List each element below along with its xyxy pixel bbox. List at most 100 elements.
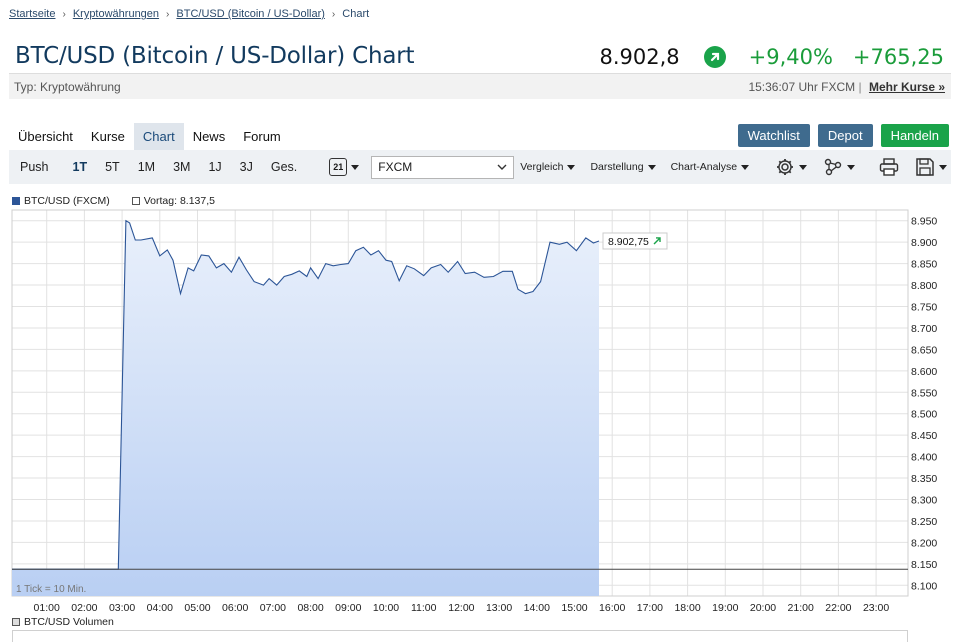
breadcrumb-link-btcusd[interactable]: BTC/USD (Bitcoin / US-Dollar) <box>176 8 325 20</box>
tab-uebersicht[interactable]: Übersicht <box>18 129 73 144</box>
y-tick-label: 8.800 <box>911 280 937 292</box>
save-icon[interactable] <box>915 157 948 177</box>
y-tick-label: 8.950 <box>911 216 937 228</box>
exchange-select-value: FXCM <box>378 160 413 174</box>
more-quotes-link[interactable]: Mehr Kurse » <box>868 79 945 94</box>
x-tick-label: 09:00 <box>335 602 361 612</box>
page-title: BTC/USD (Bitcoin / US-Dollar) Chart <box>15 43 415 69</box>
instrument-info-bar: Typ: Kryptowährung 15:36:07 Uhr FXCM | M… <box>9 73 951 99</box>
x-tick-label: 02:00 <box>71 602 97 612</box>
calendar-icon[interactable]: 21 <box>329 158 348 176</box>
quote-summary: 8.902,8 +9,40% +765,25 <box>599 45 944 69</box>
range-5t[interactable]: 5T <box>105 160 120 174</box>
chevron-down-icon <box>847 164 856 170</box>
breadcrumb-link-crypto[interactable]: Kryptowährungen <box>72 8 160 20</box>
quote-timestamp: 15:36:07 Uhr FXCM <box>748 79 856 94</box>
series-swatch <box>12 197 20 205</box>
chevron-down-icon[interactable] <box>351 164 360 170</box>
chevron-down-icon <box>497 164 507 170</box>
x-tick-label: 08:00 <box>297 602 323 612</box>
range-3m[interactable]: 3M <box>173 160 191 174</box>
x-tick-label: 22:00 <box>825 602 851 612</box>
change-absolute: +765,25 <box>852 45 944 69</box>
vergleich-dropdown[interactable]: Vergleich <box>520 161 576 173</box>
x-tick-label: 03:00 <box>109 602 135 612</box>
y-tick-label: 8.100 <box>911 580 937 592</box>
last-price: 8.902,8 <box>599 45 680 69</box>
print-icon[interactable] <box>879 158 899 176</box>
y-tick-label: 8.350 <box>911 473 937 485</box>
chart-toolbar: Push 1T 5T 1M 3M 1J 3J Ges. 21 FXCM Verg… <box>9 150 951 184</box>
darstellung-dropdown[interactable]: Darstellung <box>590 161 656 173</box>
x-tick-label: 06:00 <box>222 602 248 612</box>
x-tick-label: 13:00 <box>486 602 512 612</box>
range-1m[interactable]: 1M <box>137 160 156 174</box>
y-tick-label: 8.700 <box>911 323 937 335</box>
chevron-down-icon <box>939 164 948 170</box>
x-tick-label: 10:00 <box>373 602 399 612</box>
x-tick-label: 11:00 <box>411 602 437 612</box>
change-percent: +9,40% <box>748 45 833 69</box>
range-1t[interactable]: 1T <box>72 160 88 174</box>
tab-chart[interactable]: Chart <box>133 123 184 150</box>
y-tick-label: 8.750 <box>911 302 937 314</box>
x-tick-label: 18:00 <box>674 602 700 612</box>
chart-analyse-dropdown[interactable]: Chart-Analyse <box>671 161 750 173</box>
y-tick-label: 8.900 <box>911 237 937 249</box>
x-tick-label: 21:00 <box>788 602 814 612</box>
trend-up-icon <box>703 46 726 68</box>
watchlist-button[interactable]: Watchlist <box>737 124 810 147</box>
series-line <box>11 219 600 570</box>
y-tick-label: 8.500 <box>911 409 937 421</box>
y-tick-label: 8.550 <box>911 387 937 399</box>
tab-forum[interactable]: Forum <box>243 129 281 144</box>
vergleich-label: Vergleich <box>520 161 564 173</box>
x-tick-label: 20:00 <box>750 602 776 612</box>
y-tick-label: 8.300 <box>911 495 937 507</box>
range-3j[interactable]: 3J <box>239 160 253 174</box>
x-tick-label: 05:00 <box>184 602 210 612</box>
x-tick-label: 12:00 <box>448 602 474 612</box>
legend-previous[interactable]: Vortag: 8.137,5 <box>131 195 215 207</box>
volume-swatch <box>12 618 20 626</box>
previous-swatch <box>131 197 140 205</box>
x-tick-label: 19:00 <box>712 602 738 612</box>
tab-kurse[interactable]: Kurse <box>90 129 125 144</box>
y-tick-label: 8.450 <box>911 430 937 442</box>
trend-up-icon <box>653 237 661 245</box>
chevron-down-icon <box>567 164 576 170</box>
breadcrumb: Startseite › Kryptowährungen › BTC/USD (… <box>9 8 369 20</box>
y-tick-label: 8.150 <box>911 559 937 571</box>
x-tick-label: 16:00 <box>599 602 625 612</box>
chart-analyse-label: Chart-Analyse <box>670 161 738 173</box>
network-icon[interactable] <box>823 157 856 177</box>
exchange-select[interactable]: FXCM <box>371 155 515 179</box>
separator: | <box>858 79 862 94</box>
range-push[interactable]: Push <box>20 160 49 174</box>
legend-series[interactable]: BTC/USD (FXCM) <box>24 195 110 207</box>
price-chart[interactable]: 8.950 8.900 8.850 8.800 8.750 8.700 8.650 8.600… <box>0 200 960 612</box>
y-tick-label: 8.600 <box>911 366 937 378</box>
depot-button[interactable]: Depot <box>817 124 873 147</box>
settings-icon[interactable] <box>775 157 808 177</box>
range-1j[interactable]: 1J <box>208 160 222 174</box>
chevron-down-icon <box>647 164 656 170</box>
x-tick-label: 04:00 <box>147 602 173 612</box>
handeln-button[interactable]: Handeln <box>880 124 949 147</box>
volume-legend: BTC/USD Volumen <box>12 616 114 628</box>
breadcrumb-link-home[interactable]: Startseite <box>9 8 56 20</box>
tab-news[interactable]: News <box>192 129 226 144</box>
chevron-down-icon <box>799 164 808 170</box>
instrument-type: Typ: Kryptowährung <box>14 79 121 94</box>
y-tick-label: 8.250 <box>911 516 937 528</box>
x-tick-label: 07:00 <box>260 602 286 612</box>
x-tick-label: 17:00 <box>637 602 663 612</box>
x-tick-label: 23:00 <box>863 602 889 612</box>
legend-previous-label: Vortag: 8.137,5 <box>143 195 215 207</box>
y-tick-label: 8.200 <box>911 537 937 549</box>
range-gesamt[interactable]: Ges. <box>270 160 298 174</box>
last-value-box <box>602 232 668 250</box>
volume-legend-label[interactable]: BTC/USD Volumen <box>24 616 114 628</box>
y-tick-label: 8.850 <box>911 259 937 271</box>
chevron-down-icon <box>741 164 750 170</box>
